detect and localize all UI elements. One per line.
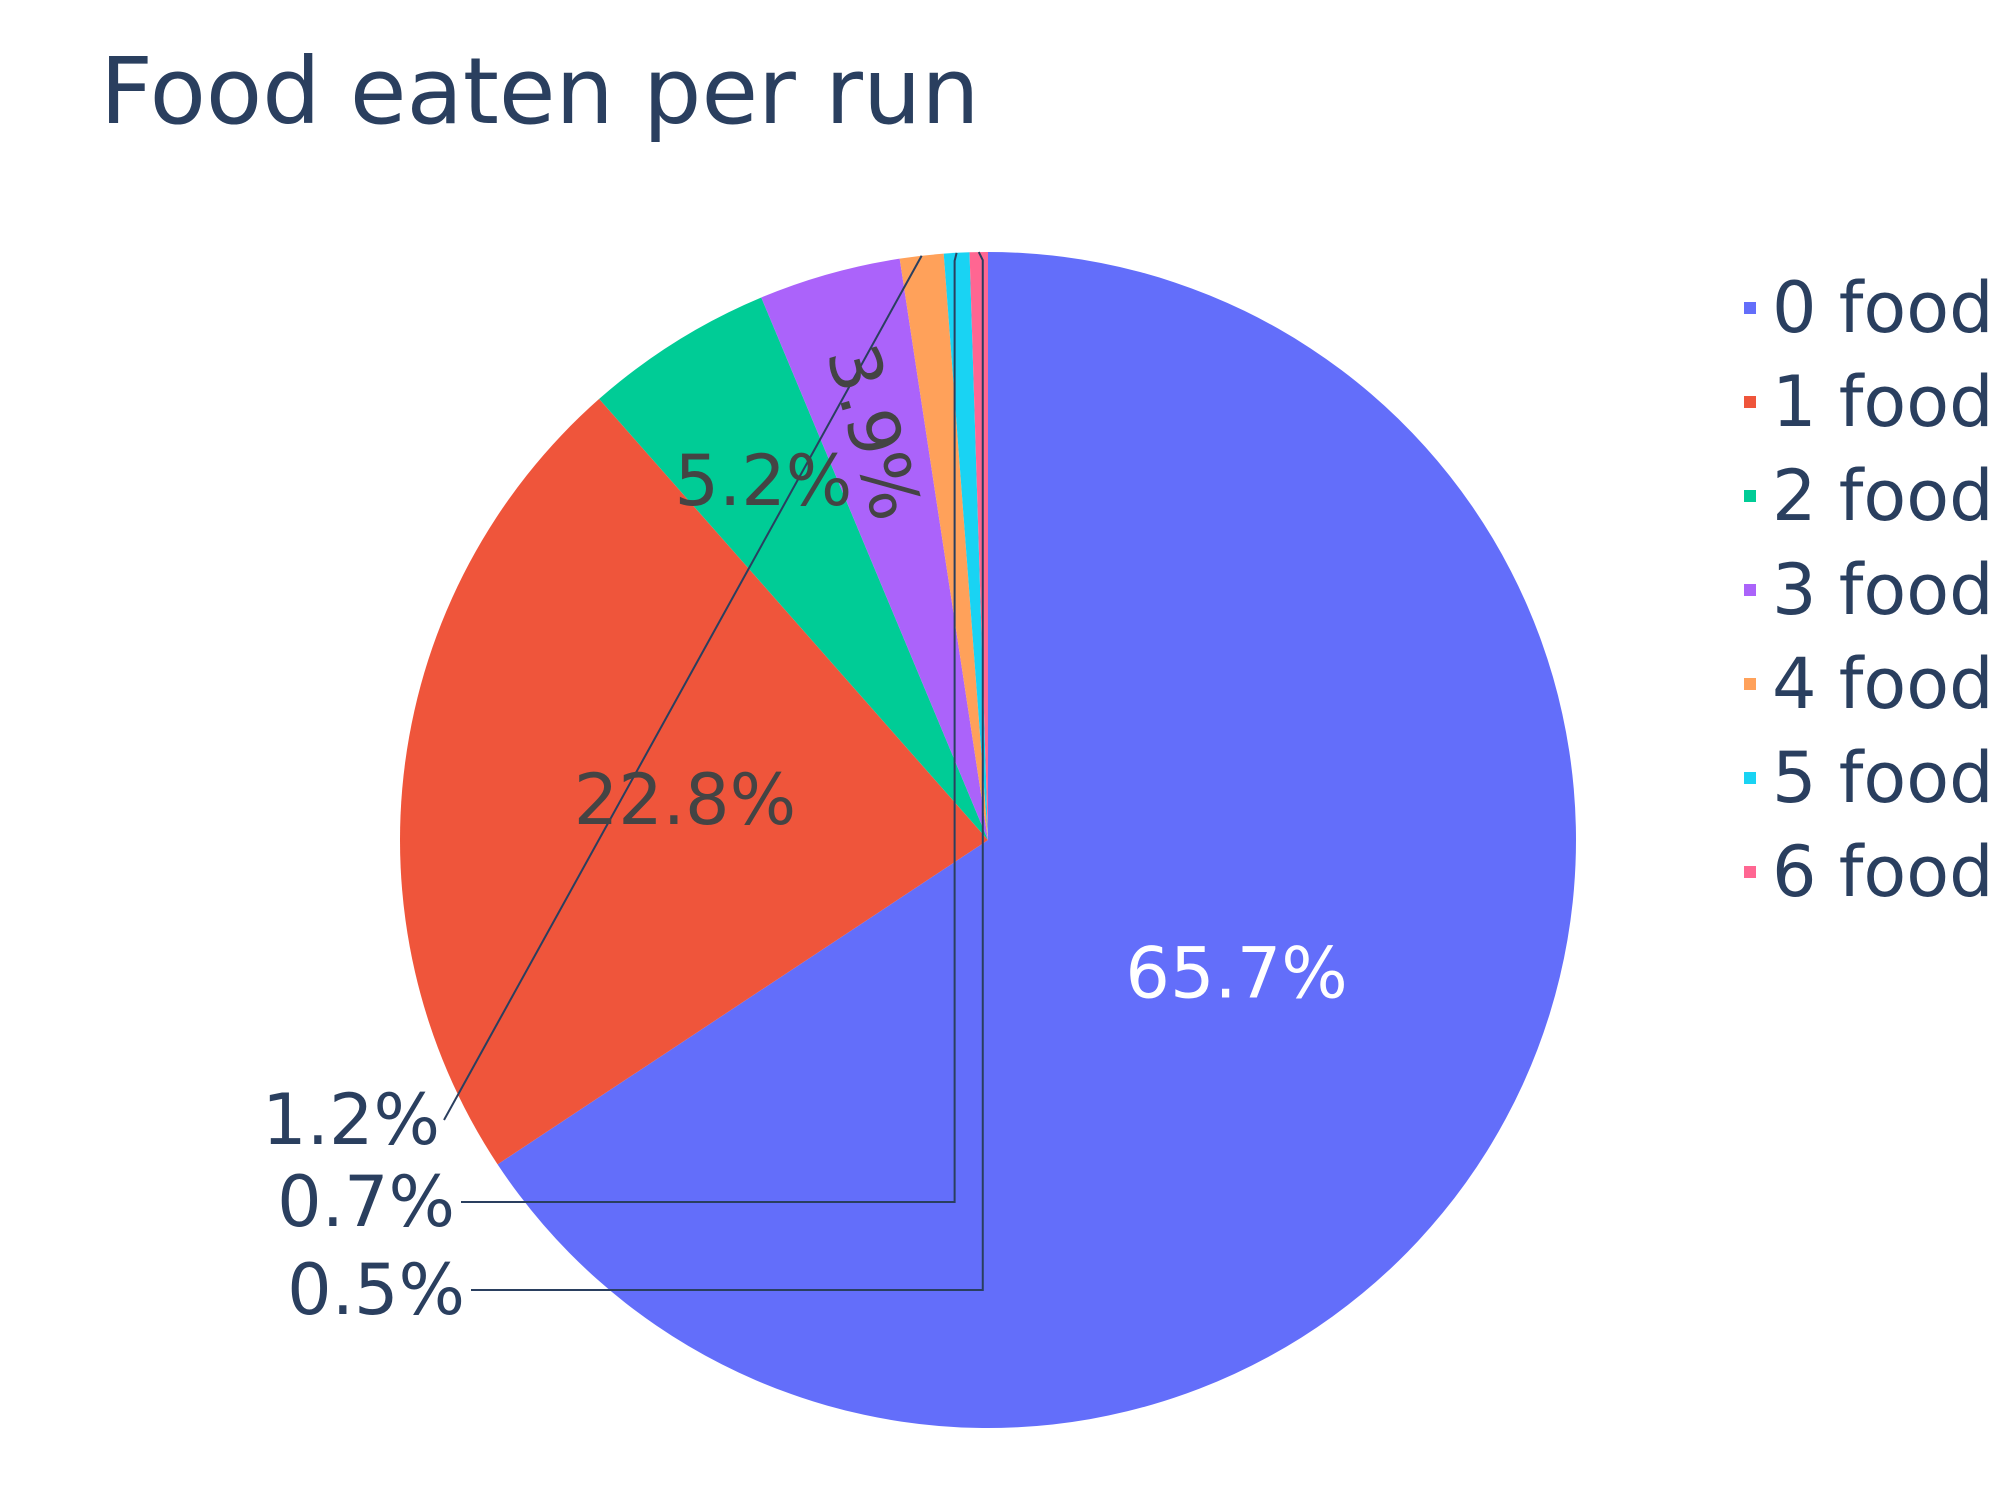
legend-swatch-0-food [1744,302,1756,314]
legend-item-2-food[interactable]: 2 food [1744,455,1994,537]
slice-label-1-food: 22.8% [574,759,796,841]
leader-5-food [461,252,958,1203]
legend-item-4-food[interactable]: 4 food [1744,643,1994,725]
slice-label-0-food: 65.7% [1125,933,1347,1015]
slice-label-5-food: 0.7% [277,1161,455,1243]
chart-title: Food eaten per run [100,38,980,145]
legend-swatch-3-food [1744,584,1756,596]
legend-swatch-5-food [1744,772,1756,784]
leader-6-food [471,251,984,1291]
legend-label-6-food: 6 food [1772,831,1994,913]
legend-label-0-food: 0 food [1772,267,1994,349]
legend-label-2-food: 2 food [1772,455,1994,537]
legend-label-5-food: 5 food [1772,737,1994,819]
slice-label-4-food: 1.2% [262,1079,440,1161]
slice-label-6-food: 0.5% [287,1249,465,1331]
legend-item-0-food[interactable]: 0 food [1744,267,1994,349]
legend-item-3-food[interactable]: 3 food [1744,549,1994,631]
slice-label-2-food: 5.2% [674,440,852,522]
legend-label-1-food: 1 food [1772,361,1994,443]
slice-3-food[interactable] [761,258,988,841]
legend-label-3-food: 3 food [1772,549,1994,631]
legend-swatch-2-food [1744,490,1756,502]
slice-labels: 65.7%22.8%5.2%3.9%1.2%0.7%0.5% [262,336,1348,1331]
slice-1-food[interactable] [399,398,988,1165]
legend-item-5-food[interactable]: 5 food [1744,737,1994,819]
legend-swatch-6-food [1744,866,1756,878]
slice-4-food[interactable] [899,253,988,841]
legend[interactable]: 0 food 1 food 2 food 3 food 4 food 5 food 6 fo… [1744,267,1994,913]
legend-swatch-1-food [1744,396,1756,408]
leader-4-food [443,255,923,1121]
slice-0-food[interactable] [497,252,1576,1428]
slice-2-food[interactable] [599,297,988,841]
label-leader-lines [443,251,984,1291]
legend-item-1-food[interactable]: 1 food [1744,361,1994,443]
legend-label-4-food: 4 food [1772,643,1994,725]
legend-swatch-4-food [1744,678,1756,690]
pie-slices [399,252,1576,1428]
legend-item-6-food[interactable]: 6 food [1744,831,1994,913]
